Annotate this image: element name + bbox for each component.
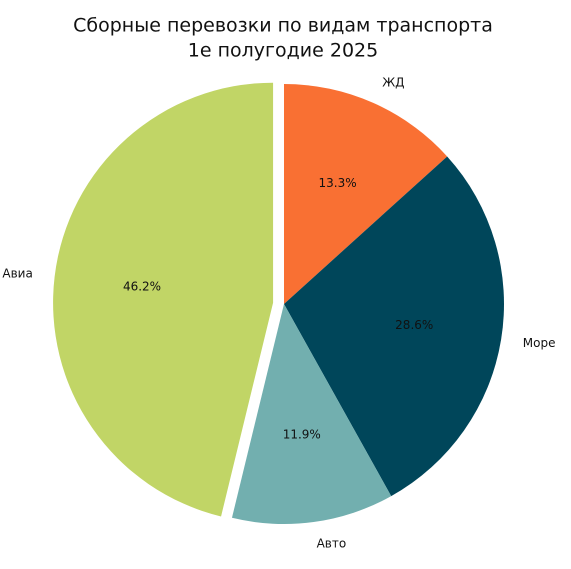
- pie-slice: [231, 304, 392, 524]
- category-label: Авиа: [2, 266, 32, 280]
- chart-title: Сборные перевозки по видам транспорта: [73, 15, 493, 37]
- category-label: Море: [523, 336, 556, 350]
- chart-title: 1е полугодие 2025: [188, 40, 378, 62]
- pie-slice: [53, 82, 274, 517]
- value-label: 46.2%: [123, 279, 161, 293]
- category-label: ЖД: [382, 75, 404, 89]
- pie-slice: [284, 84, 448, 304]
- value-label: 11.9%: [283, 427, 321, 441]
- pie-slice: [284, 156, 504, 497]
- value-label: 28.6%: [395, 318, 433, 332]
- value-label: 13.3%: [319, 176, 357, 190]
- category-label: Авто: [317, 536, 347, 550]
